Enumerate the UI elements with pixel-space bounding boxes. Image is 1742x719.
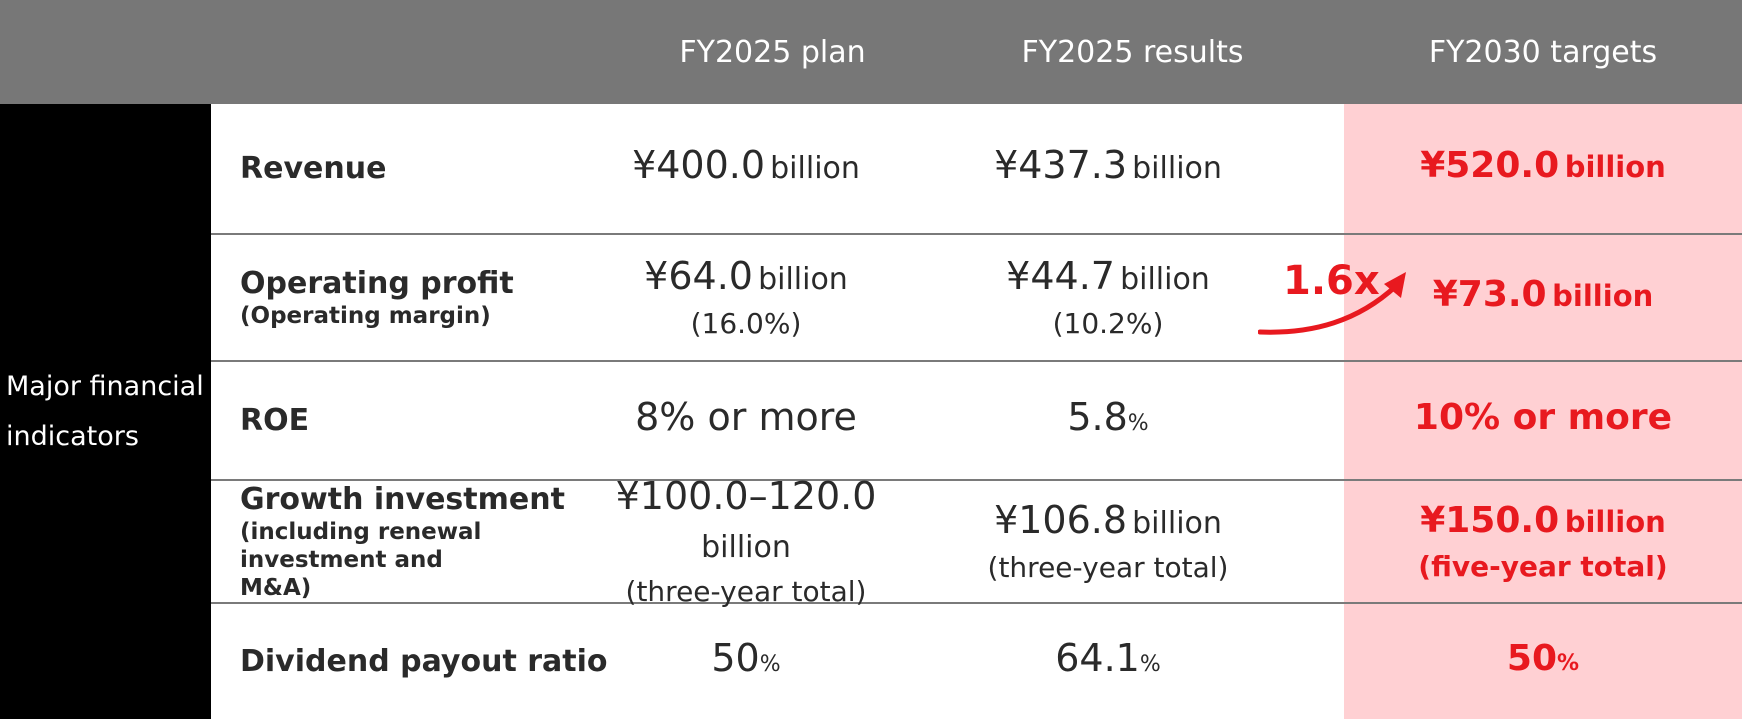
unit: % [759,651,781,677]
table-row-growth-investment: Growth investment (including renewal inv… [211,474,1742,608]
target-column-highlight [1344,104,1742,719]
unit: billion [1564,504,1666,539]
row-label-sub: (including renewal investment and M&A) [240,518,482,601]
row-label-main: ROE [240,402,310,438]
cell-target: 10% or more [1344,362,1742,479]
growth-multiplier-label: 1.6x [1283,258,1380,304]
value: ¥73.0 [1432,273,1547,315]
table-row-dividend-payout-ratio: Dividend payout ratio 50% 64.1% 50% [211,604,1742,719]
row-label-main: Operating profit [240,265,514,301]
unit: billion [1552,278,1654,313]
value: ¥44.7 [1006,253,1115,298]
unit: % [1127,410,1149,436]
row-label-sub: (Operating margin) [240,302,491,329]
table-row-operating-profit: Operating profit (Operating margin) ¥64.… [211,235,1742,360]
row-divider [211,479,1742,481]
header-fy2025-plan: FY2025 plan [679,34,866,70]
note: (three-year total) [987,550,1229,584]
row-divider [211,233,1742,235]
header-fy2025-results: FY2025 results [1021,34,1244,70]
cell-plan: ¥64.0 billion (16.0%) [571,235,921,360]
row-label: Operating profit (Operating margin) [240,235,514,360]
side-category: Major financial indicators [0,104,211,719]
unit: billion [1132,150,1222,186]
unit: billion [770,150,860,186]
unit: billion [1132,505,1222,541]
note: (16.0%) [690,306,802,340]
table-row-roe: ROE 8% or more 5.8% 10% or more [211,362,1742,479]
row-divider [211,602,1742,604]
cell-target: 50% [1344,604,1742,719]
cell-results: ¥106.8 billion (three-year total) [933,481,1283,602]
cell-results: 5.8% [933,362,1283,479]
header-fy2030-targets: FY2030 targets [1428,34,1658,70]
value: 10% or more [1413,396,1673,438]
row-label-main: Dividend payout ratio [240,643,608,679]
value: 50 [1506,637,1558,679]
cell-results: ¥437.3 billion [933,104,1283,233]
cell-results: ¥44.7 billion (10.2%) [933,235,1283,360]
cell-target: ¥520.0 billion [1344,104,1742,233]
value: 50 [711,635,760,680]
cell-plan: ¥400.0 billion [571,104,921,233]
row-label: ROE [240,362,309,479]
value: 5.8 [1067,394,1128,439]
cell-target: ¥150.0 billion (five-year total) [1344,481,1742,602]
cell-results: 64.1% [933,604,1283,719]
note: (five-year total) [1418,549,1668,583]
row-label: Revenue [240,104,386,233]
row-label-main: Revenue [240,150,387,186]
note: (three-year total) [625,574,867,608]
cell-target: ¥73.0 billion [1344,235,1742,360]
value: ¥400.0 [632,142,766,187]
table-header [0,0,1742,104]
table-row-revenue: Revenue ¥400.0 billion ¥437.3 billion ¥5… [211,104,1742,233]
row-label: Dividend payout ratio [240,604,608,719]
unit: billion [1120,261,1210,297]
cell-plan: ¥100.0–120.0 billion (three-year total) [571,474,921,608]
value: ¥437.3 [994,142,1128,187]
growth-arrow-icon [1258,272,1406,335]
note: (10.2%) [1052,306,1164,340]
value: ¥64.0 [644,253,753,298]
value: ¥150.0 [1420,499,1560,541]
unit: % [1557,650,1580,676]
value: ¥520.0 [1420,144,1560,186]
unit: billion [1564,149,1666,184]
value: 64.1 [1055,635,1140,680]
side-category-label: Major financial indicators [6,370,204,452]
row-label: Growth investment (including renewal inv… [240,481,565,602]
unit: billion [701,529,791,565]
value: 8% or more [635,394,857,439]
value: ¥100.0–120.0 [615,473,877,518]
value: ¥106.8 [994,497,1128,542]
cell-plan: 8% or more [571,362,921,479]
row-label-main: Growth investment [240,481,565,517]
cell-plan: 50% [571,604,921,719]
unit: % [1139,651,1161,677]
row-divider [211,360,1742,362]
unit: billion [758,261,848,297]
